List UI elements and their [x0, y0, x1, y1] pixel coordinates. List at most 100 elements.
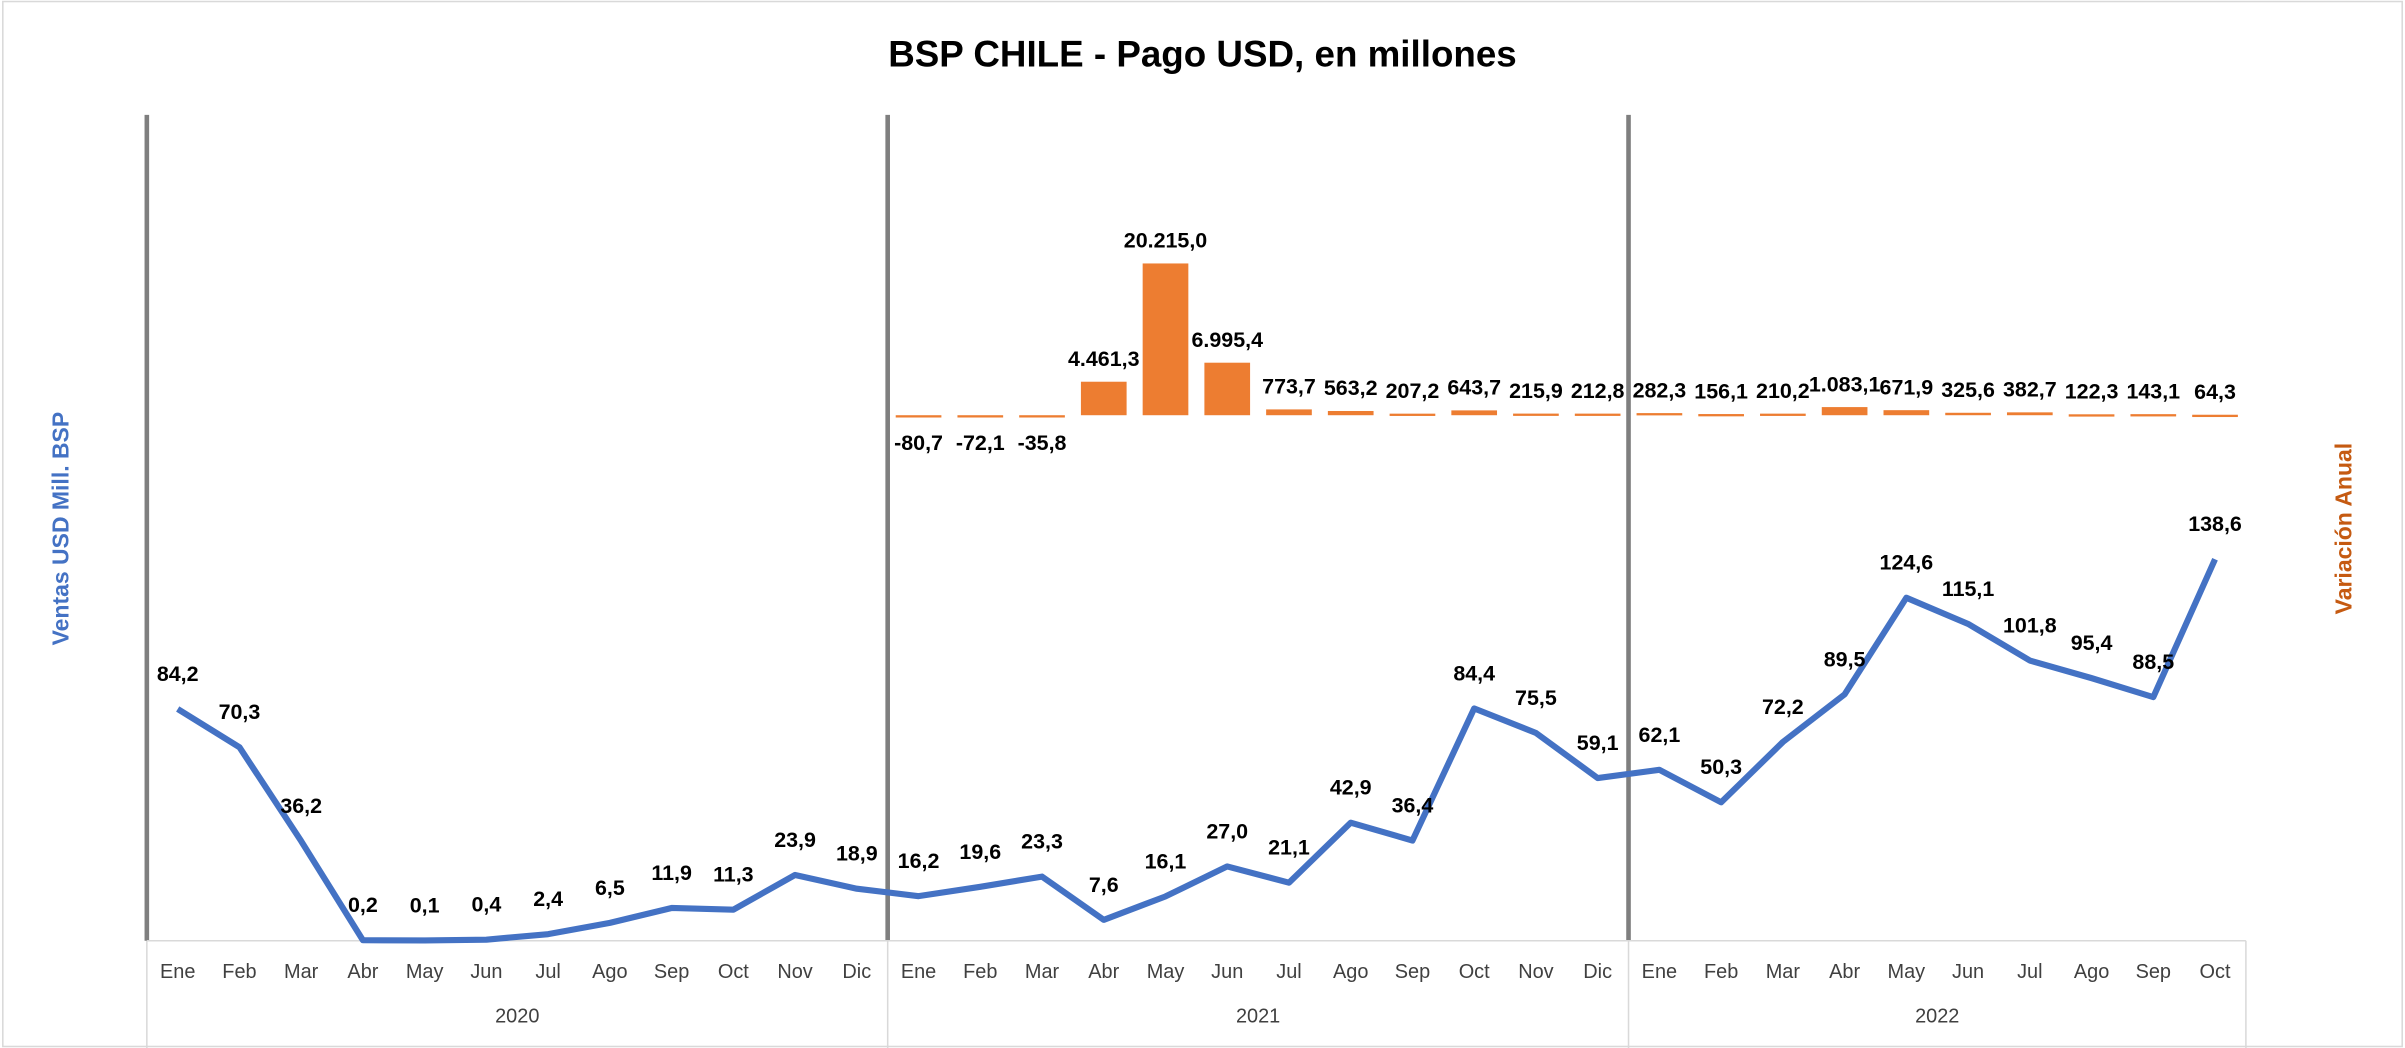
x-tick-label: Feb: [222, 961, 256, 983]
bar: [1945, 412, 1991, 416]
x-tick-label: Mar: [284, 961, 319, 983]
bar: [1327, 410, 1374, 416]
bar: [1142, 263, 1189, 416]
data-label: 84,2: [157, 662, 199, 686]
x-tick-label: Mar: [1766, 961, 1801, 983]
x-tick-label: Abr: [1829, 961, 1860, 983]
data-label: 11,3: [713, 863, 754, 887]
data-label: 84,4: [1453, 661, 1495, 685]
bar-label: 1.083,1: [1809, 372, 1881, 396]
bar-label: 212,8: [1571, 379, 1625, 403]
x-tick-label: Sep: [654, 961, 689, 983]
chart-title: BSP CHILE - Pago USD, en millones: [888, 33, 1517, 74]
bar-label: 156,1: [1694, 379, 1748, 403]
bar-label: -80,7: [894, 431, 943, 455]
bar: [1204, 362, 1251, 416]
data-label: 18,9: [836, 842, 878, 866]
data-label: 62,1: [1639, 723, 1681, 747]
bar-label: 210,2: [1756, 379, 1810, 403]
data-label: 0,4: [471, 893, 501, 917]
x-tick-label: May: [1888, 961, 1926, 983]
x-tick-label: May: [1147, 961, 1185, 983]
bar: [1080, 381, 1127, 416]
x-tick-label: Jul: [1276, 961, 1301, 983]
data-label: 2,4: [533, 887, 563, 911]
x-tick-label: Jul: [2017, 961, 2042, 983]
bar: [1760, 413, 1806, 416]
data-label: 0,2: [348, 893, 378, 917]
data-label: 36,4: [1392, 794, 1434, 818]
bar: [1636, 413, 1683, 416]
bar-label: 282,3: [1633, 378, 1687, 402]
group-label: 2020: [495, 1006, 539, 1028]
data-label: 16,2: [898, 849, 940, 873]
data-label: 88,5: [2132, 650, 2174, 674]
data-label: 0,1: [410, 893, 440, 917]
bar: [957, 415, 1004, 418]
x-tick-label: Nov: [777, 961, 812, 983]
x-tick-label: Oct: [718, 961, 749, 983]
data-label: 23,9: [774, 828, 816, 852]
data-label: 59,1: [1577, 731, 1619, 755]
data-label: 11,9: [651, 861, 692, 885]
bar-label: 773,7: [1262, 375, 1316, 399]
data-label: 19,6: [959, 840, 1001, 864]
data-label: 6,5: [595, 876, 625, 900]
bar-label: 643,7: [1447, 376, 1501, 400]
bar: [1513, 413, 1559, 416]
y2-axis-title: Variación Anual: [2331, 443, 2357, 614]
bar-label: 122,3: [2065, 380, 2119, 404]
data-label: 36,2: [280, 794, 322, 818]
bar-label: 20.215,0: [1124, 229, 1208, 253]
bar-label: 563,2: [1324, 376, 1378, 400]
bar-label: 215,9: [1509, 379, 1563, 403]
x-tick-label: Oct: [2200, 961, 2231, 983]
x-tick-label: Sep: [1395, 961, 1430, 983]
data-label: 27,0: [1206, 819, 1248, 843]
x-tick-label: Feb: [1704, 961, 1738, 983]
x-tick-label: Ago: [1333, 961, 1368, 983]
data-label: 124,6: [1880, 551, 1934, 575]
data-label: 21,1: [1268, 836, 1310, 860]
bar: [1574, 413, 1621, 416]
bar: [2068, 414, 2115, 417]
bar: [895, 415, 942, 418]
x-tick-label: Nov: [1518, 961, 1553, 983]
group-label: 2021: [1236, 1006, 1280, 1028]
bar: [2192, 414, 2238, 418]
data-label: 7,6: [1089, 873, 1119, 897]
data-label: 95,4: [2071, 631, 2113, 655]
x-tick-label: Sep: [2136, 961, 2171, 983]
bar-label: 64,3: [2194, 380, 2236, 404]
data-label: 42,9: [1330, 776, 1372, 800]
bar-label: -72,1: [956, 431, 1005, 455]
x-tick-label: May: [406, 961, 444, 983]
x-tick-label: Ene: [1642, 961, 1677, 983]
group-label: 2022: [1915, 1006, 1959, 1028]
data-label: 23,3: [1021, 830, 1063, 854]
bar-label: 6.995,4: [1191, 328, 1263, 352]
line: [176, 557, 2218, 944]
x-tick-label: Abr: [1088, 961, 1119, 983]
x-tick-label: Jul: [535, 961, 560, 983]
x-tick-label: Dic: [1583, 961, 1612, 983]
x-tick-label: Oct: [1459, 961, 1490, 983]
x-tick-label: Jun: [470, 961, 502, 983]
bar: [1389, 413, 1436, 416]
x-tick-label: Ene: [901, 961, 936, 983]
bar: [1451, 410, 1498, 416]
bar-label: 143,1: [2126, 379, 2180, 403]
x-tick-label: Ene: [160, 961, 195, 983]
data-label: 70,3: [219, 700, 261, 724]
bar: [1266, 409, 1312, 416]
bar: [1883, 410, 1930, 416]
data-label: 72,2: [1762, 695, 1804, 719]
y-axis-title: Ventas USD Mill. BSP: [48, 412, 74, 646]
bar: [1019, 415, 1065, 418]
x-tick-label: Jun: [1952, 961, 1984, 983]
bar: [2130, 414, 2177, 417]
x-tick-label: Ago: [592, 961, 627, 983]
x-tick-label: Feb: [963, 961, 997, 983]
